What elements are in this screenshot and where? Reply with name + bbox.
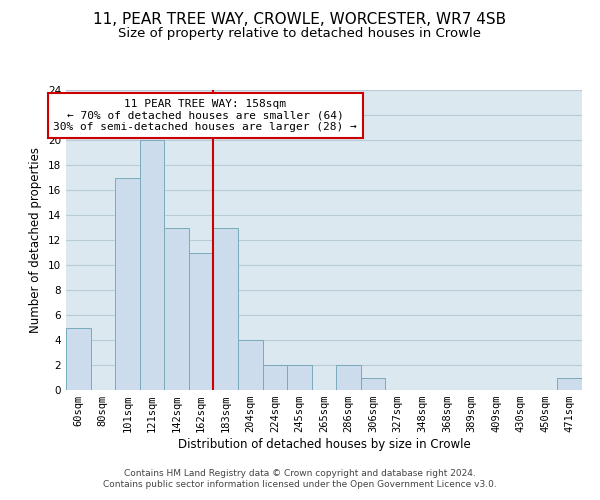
Text: 11, PEAR TREE WAY, CROWLE, WORCESTER, WR7 4SB: 11, PEAR TREE WAY, CROWLE, WORCESTER, WR… [94, 12, 506, 28]
Bar [189, 252, 214, 390]
Text: Size of property relative to detached houses in Crowle: Size of property relative to detached ho… [119, 28, 482, 40]
X-axis label: Distribution of detached houses by size in Crowle: Distribution of detached houses by size … [178, 438, 470, 451]
Bar [66, 328, 91, 390]
Bar [214, 228, 238, 390]
Bar [361, 378, 385, 390]
Bar [263, 365, 287, 390]
Bar [238, 340, 263, 390]
Bar [140, 140, 164, 390]
Text: 11 PEAR TREE WAY: 158sqm
← 70% of detached houses are smaller (64)
30% of semi-d: 11 PEAR TREE WAY: 158sqm ← 70% of detach… [53, 99, 357, 132]
Text: Contains public sector information licensed under the Open Government Licence v3: Contains public sector information licen… [103, 480, 497, 489]
Bar [164, 228, 189, 390]
Bar [287, 365, 312, 390]
Bar [336, 365, 361, 390]
Bar [115, 178, 140, 390]
Bar [557, 378, 582, 390]
Text: Contains HM Land Registry data © Crown copyright and database right 2024.: Contains HM Land Registry data © Crown c… [124, 468, 476, 477]
Y-axis label: Number of detached properties: Number of detached properties [29, 147, 43, 333]
